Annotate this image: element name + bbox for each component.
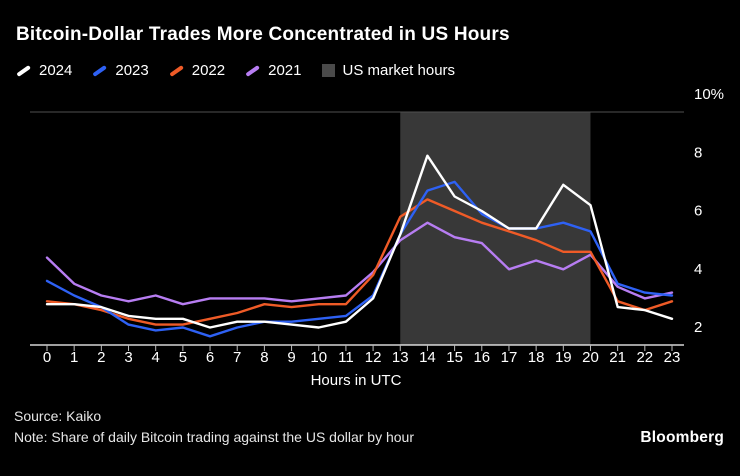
x-axis-title: Hours in UTC	[310, 372, 402, 389]
legend-label: US market hours	[342, 62, 456, 79]
x-tick-label: 16	[473, 349, 490, 366]
y-tick-label: 8	[694, 144, 702, 161]
x-tick-label: 10	[310, 349, 327, 366]
legend-label: 2024	[39, 62, 73, 79]
y-tick-label: 4	[694, 261, 702, 278]
y-tick-label: 10%	[694, 86, 724, 103]
x-tick-label: 11	[338, 349, 354, 366]
source-text: Source: Kaiko	[14, 408, 102, 424]
legend-label: 2022	[191, 62, 226, 79]
x-tick-label: 0	[43, 349, 51, 366]
chart-title: Bitcoin-Dollar Trades More Concentrated …	[16, 24, 510, 45]
legend-label: 2023	[115, 62, 149, 79]
line-swatch-icon	[245, 64, 260, 77]
x-tick-label: 20	[582, 349, 599, 366]
series-line-2023	[45, 180, 674, 338]
x-tick-label: 17	[501, 349, 518, 366]
series-line-2021	[45, 221, 674, 306]
note-text: Note: Share of daily Bitcoin trading aga…	[14, 429, 415, 445]
market-hours-swatch-icon	[321, 64, 335, 77]
legend-item-2021: 2021	[245, 62, 302, 79]
x-tick-label: 23	[664, 349, 681, 366]
line-swatch-icon	[92, 64, 108, 77]
x-tick-label: 8	[260, 349, 268, 366]
x-tick-label: 6	[206, 349, 214, 366]
legend-item-2024: 2024	[16, 62, 72, 79]
x-tick-label: 12	[365, 349, 382, 366]
legend-item-2023: 2023	[92, 62, 149, 79]
x-tick-label: 2	[97, 349, 105, 366]
legend: 2024 2023 2022 2021 US market hours	[16, 62, 455, 79]
series-line-2022	[45, 198, 674, 326]
x-tick-label: 18	[528, 349, 545, 366]
us-market-hours-band	[400, 112, 591, 345]
x-tick-label: 7	[233, 349, 241, 366]
x-tick-label: 19	[555, 349, 572, 366]
x-tick-label: 9	[287, 349, 295, 366]
line-swatch-icon	[16, 64, 31, 77]
y-tick-label: 2	[694, 319, 702, 336]
x-tick-label: 3	[124, 349, 132, 366]
legend-label: 2021	[268, 62, 302, 79]
x-tick-label: 5	[179, 349, 187, 366]
x-tick-label: 13	[392, 349, 409, 366]
x-tick-label: 4	[152, 349, 160, 366]
x-tick-label: 22	[636, 349, 653, 366]
x-tick-label: 14	[419, 349, 436, 366]
x-tick-label: 21	[609, 349, 626, 366]
line-swatch-icon	[169, 64, 184, 77]
y-tick-label: 6	[694, 203, 702, 220]
series-line-2024	[45, 154, 674, 329]
legend-item-us-market-hours: US market hours	[321, 62, 456, 79]
legend-item-2022: 2022	[169, 62, 225, 79]
x-tick-label: 15	[446, 349, 463, 366]
bloomberg-logo: Bloomberg	[640, 429, 724, 446]
x-tick-label: 1	[70, 349, 78, 366]
